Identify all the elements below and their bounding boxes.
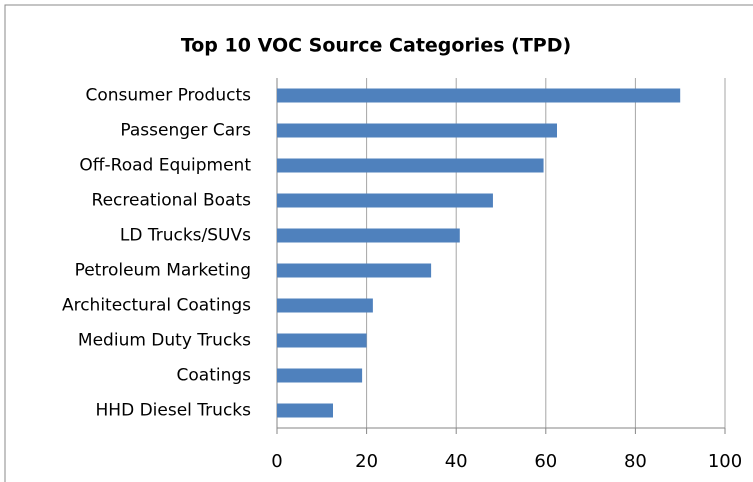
x-tick-label: 100 xyxy=(708,451,742,472)
y-tick-label: Architectural Coatings xyxy=(62,296,251,316)
x-tick-label: 0 xyxy=(271,451,282,472)
bar xyxy=(277,263,432,278)
y-tick-label: HHD Diesel Trucks xyxy=(96,401,252,421)
bar xyxy=(277,298,373,313)
y-tick-label: Petroleum Marketing xyxy=(75,261,251,281)
bar xyxy=(277,123,557,138)
x-tick-label: 60 xyxy=(534,451,557,472)
bar xyxy=(277,368,363,383)
chart-border xyxy=(4,4,753,482)
chart-title: Top 10 VOC Source Categories (TPD) xyxy=(181,35,571,57)
x-tick-label: 40 xyxy=(445,451,468,472)
bar xyxy=(277,333,367,348)
bar xyxy=(277,228,460,243)
bar xyxy=(277,403,333,418)
bar xyxy=(277,158,544,173)
y-tick-label: Coatings xyxy=(177,366,252,386)
x-tick-label: 80 xyxy=(624,451,647,472)
y-tick-label: Consumer Products xyxy=(86,86,252,106)
y-tick-label: Off-Road Equipment xyxy=(79,156,251,176)
y-tick-label: Recreational Boats xyxy=(92,191,252,211)
y-tick-label: Passenger Cars xyxy=(120,121,251,141)
y-tick-label: LD Trucks/SUVs xyxy=(120,226,251,246)
bar xyxy=(277,88,681,103)
y-tick-label: Medium Duty Trucks xyxy=(78,331,251,351)
x-tick-label: 20 xyxy=(355,451,378,472)
bar xyxy=(277,193,493,208)
